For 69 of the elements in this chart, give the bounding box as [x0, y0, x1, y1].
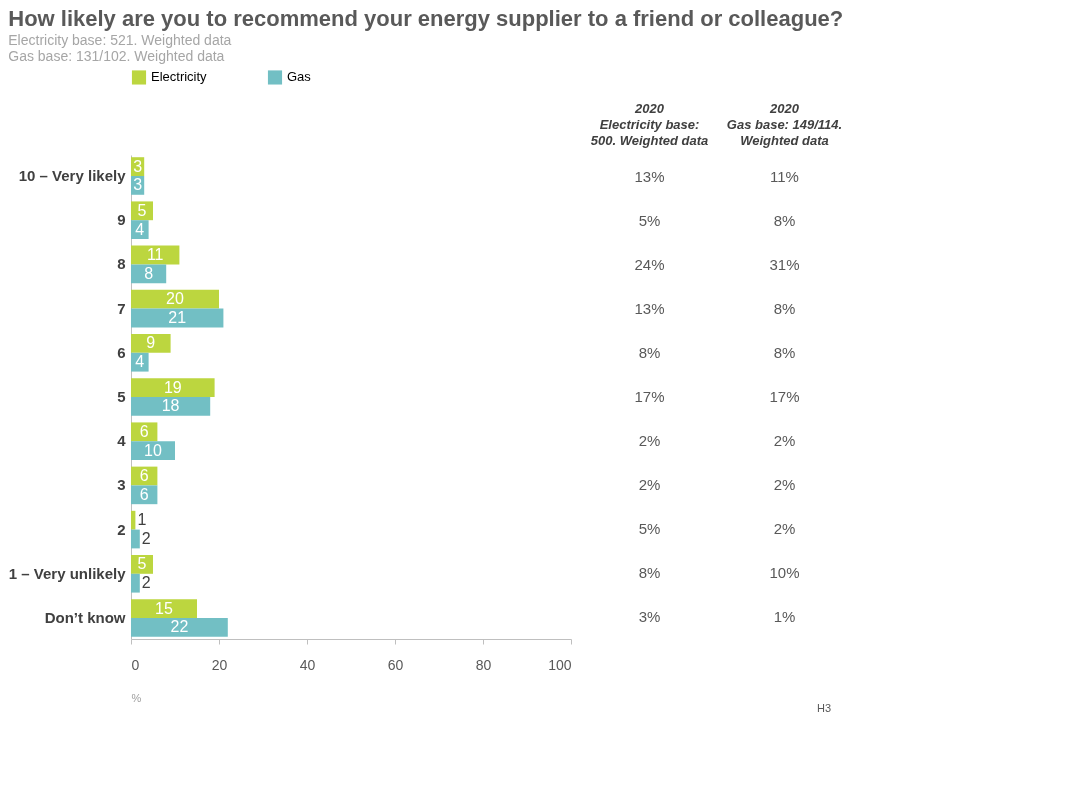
x-tick-label: 100: [548, 656, 572, 673]
data-label: 6: [139, 467, 149, 485]
y-tick-label: 2: [117, 520, 126, 538]
data-label: 22: [170, 618, 189, 636]
data-label: 19: [163, 378, 182, 396]
y-tick-label: 4: [117, 432, 127, 450]
x-axis-title: %: [131, 691, 142, 704]
data-label: 11: [146, 246, 164, 263]
text: 13%: [634, 168, 665, 185]
x-tick-label: 60: [387, 656, 404, 673]
text: 11%: [770, 168, 799, 185]
chart-subtitle: Electricity base: 521. Weighted data Gas base: 131/102. Weighted data: [8, 32, 232, 64]
text: 8%: [773, 344, 796, 361]
text: 8%: [638, 564, 661, 581]
text: 17%: [634, 388, 665, 405]
data-label: 10: [144, 441, 162, 459]
text: 2%: [773, 476, 796, 493]
text: 2%: [773, 520, 796, 537]
text: 5%: [638, 520, 661, 537]
y-tick-label: 6: [117, 343, 126, 361]
y-tick-label: 1 – Very unlikely: [8, 564, 127, 582]
data-label: 5: [137, 201, 147, 219]
y-tick-label: Don’t know: [44, 609, 126, 626]
y-tick-label: 3: [117, 476, 126, 494]
text: H3: [816, 702, 831, 714]
text: 3%: [638, 608, 661, 625]
data-label: 2: [141, 574, 151, 592]
x-tick-label: 0: [131, 656, 140, 673]
text: 17%: [769, 388, 800, 405]
data-label: 18: [161, 397, 180, 415]
x-tick-label: 40: [299, 656, 316, 673]
text: 8%: [638, 344, 661, 361]
text: 2020 Electricity base: 500. Weighted data: [590, 101, 709, 148]
data-label: 3: [133, 176, 143, 194]
chart-title: How likely are you to recommend your energy supplier to a friend or colleague?: [8, 6, 844, 31]
text: 8%: [773, 212, 796, 229]
text: 13%: [634, 300, 665, 317]
x-tick-label: 80: [475, 656, 492, 673]
data-label: 6: [139, 422, 149, 440]
data-label: 4: [135, 353, 145, 371]
text: 1%: [773, 608, 796, 625]
y-tick-label: 9: [117, 211, 126, 229]
data-label: 2: [141, 530, 151, 547]
data-label: 6: [139, 485, 149, 503]
text: 31%: [769, 256, 800, 273]
text: 2%: [638, 476, 661, 493]
y-tick-label: 10 – Very likely: [18, 167, 127, 184]
y-tick-label: 8: [117, 255, 126, 273]
y-tick-label: 5: [117, 388, 126, 405]
data-label: 21: [168, 308, 187, 326]
data-label: 20: [166, 290, 184, 308]
text: 2020 Gas base: 149/114. Weighted data: [726, 101, 843, 148]
data-label: 5: [137, 555, 147, 573]
data-label: 9: [146, 334, 156, 352]
text: 2%: [773, 432, 796, 449]
legend-label: Gas: [287, 69, 312, 85]
data-label: 4: [135, 220, 145, 238]
data-label: 15: [155, 599, 173, 617]
data-label: 1: [137, 511, 147, 529]
y-tick-label: 7: [117, 299, 126, 317]
text: 2%: [638, 432, 661, 449]
legend-label: Electricity: [151, 69, 208, 85]
text: 5%: [638, 212, 661, 229]
data-label: 8: [144, 264, 154, 282]
text: 10%: [769, 564, 800, 581]
x-tick-label: 20: [211, 656, 228, 673]
data-label: 3: [133, 157, 143, 175]
text: 8%: [773, 300, 796, 317]
text: 24%: [634, 256, 665, 273]
